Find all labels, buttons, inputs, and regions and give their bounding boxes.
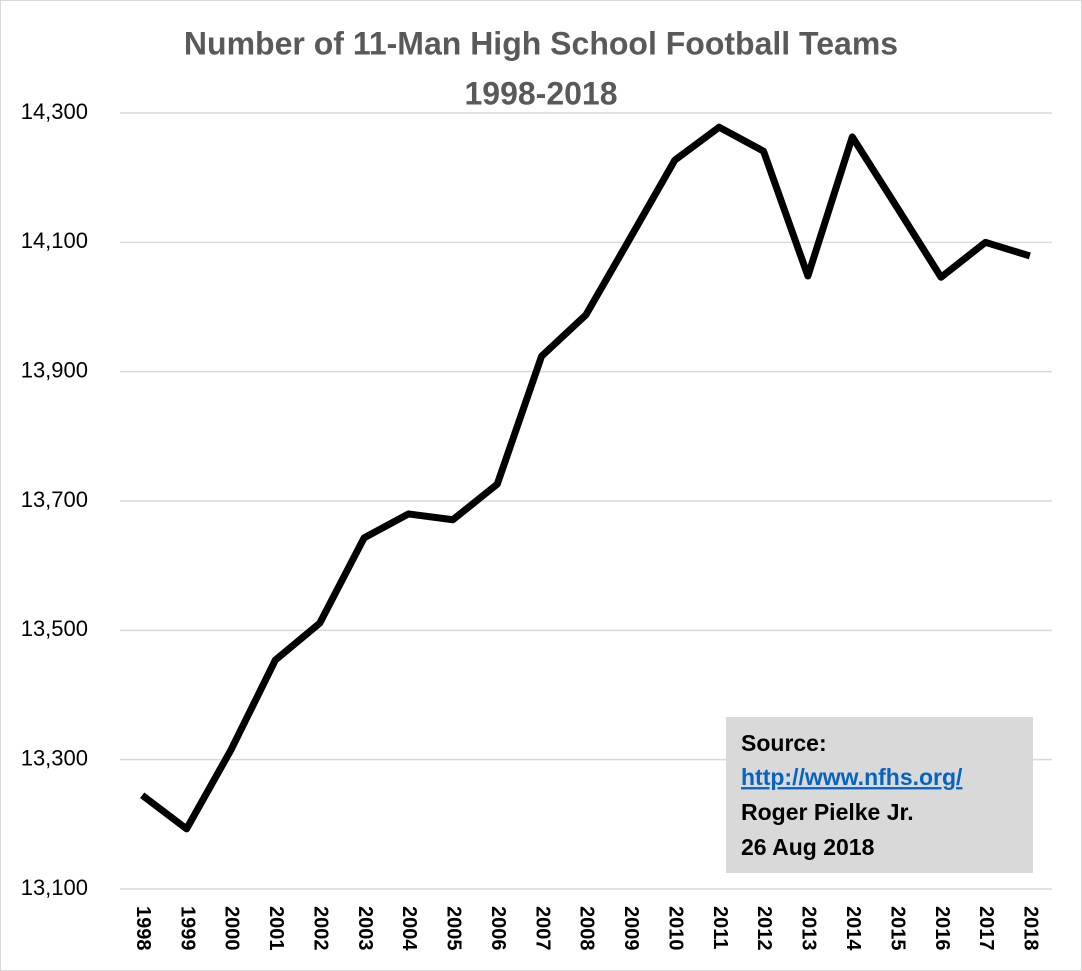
y-tick-label: 13,100	[21, 875, 88, 900]
y-tick-label: 13,500	[21, 616, 88, 641]
x-tick-label: 2012	[753, 906, 775, 951]
y-tick-label: 13,300	[21, 745, 88, 770]
x-tick-label: 2005	[443, 906, 465, 951]
x-tick-label: 2018	[1020, 906, 1042, 951]
y-tick-label: 14,100	[21, 228, 88, 253]
data-line	[140, 123, 1031, 833]
x-tick-label: 2013	[798, 906, 820, 951]
x-tick-label: 2016	[931, 906, 953, 951]
chart-subtitle: 1998-2018	[464, 75, 617, 111]
source-box	[726, 717, 1033, 873]
y-tick-label: 13,700	[21, 487, 88, 512]
y-tick-label: 13,900	[21, 357, 88, 382]
x-tick-label: 2008	[576, 906, 598, 951]
source-link[interactable]: http://www.nfhs.org/	[741, 764, 963, 790]
plot	[140, 123, 1031, 833]
x-tick-label: 2000	[221, 906, 243, 951]
x-tick-label: 2001	[265, 906, 287, 951]
x-tick-label: 2002	[309, 906, 331, 951]
x-tick-label: 1998	[132, 906, 154, 951]
source-label: Source:	[741, 730, 827, 756]
x-tick-label: 2004	[398, 906, 420, 951]
x-tick-label: 2003	[354, 906, 376, 951]
x-tick-label: 2017	[975, 906, 997, 951]
x-tick-label: 2014	[842, 906, 864, 951]
x-tick-label: 2007	[531, 906, 553, 951]
x-tick-label: 2006	[487, 906, 509, 951]
x-tick-label: 2010	[664, 906, 686, 951]
x-tick-label: 1999	[176, 906, 198, 951]
author: Roger Pielke Jr.	[741, 799, 914, 825]
date: 26 Aug 2018	[741, 834, 875, 860]
chart-title: Number of 11-Man High School Football Te…	[184, 25, 898, 61]
x-tick-label: 2015	[886, 906, 908, 951]
x-tick-label: 2011	[709, 906, 731, 949]
y-tick-label: 14,300	[21, 99, 88, 124]
x-tick-label: 2009	[620, 906, 642, 951]
